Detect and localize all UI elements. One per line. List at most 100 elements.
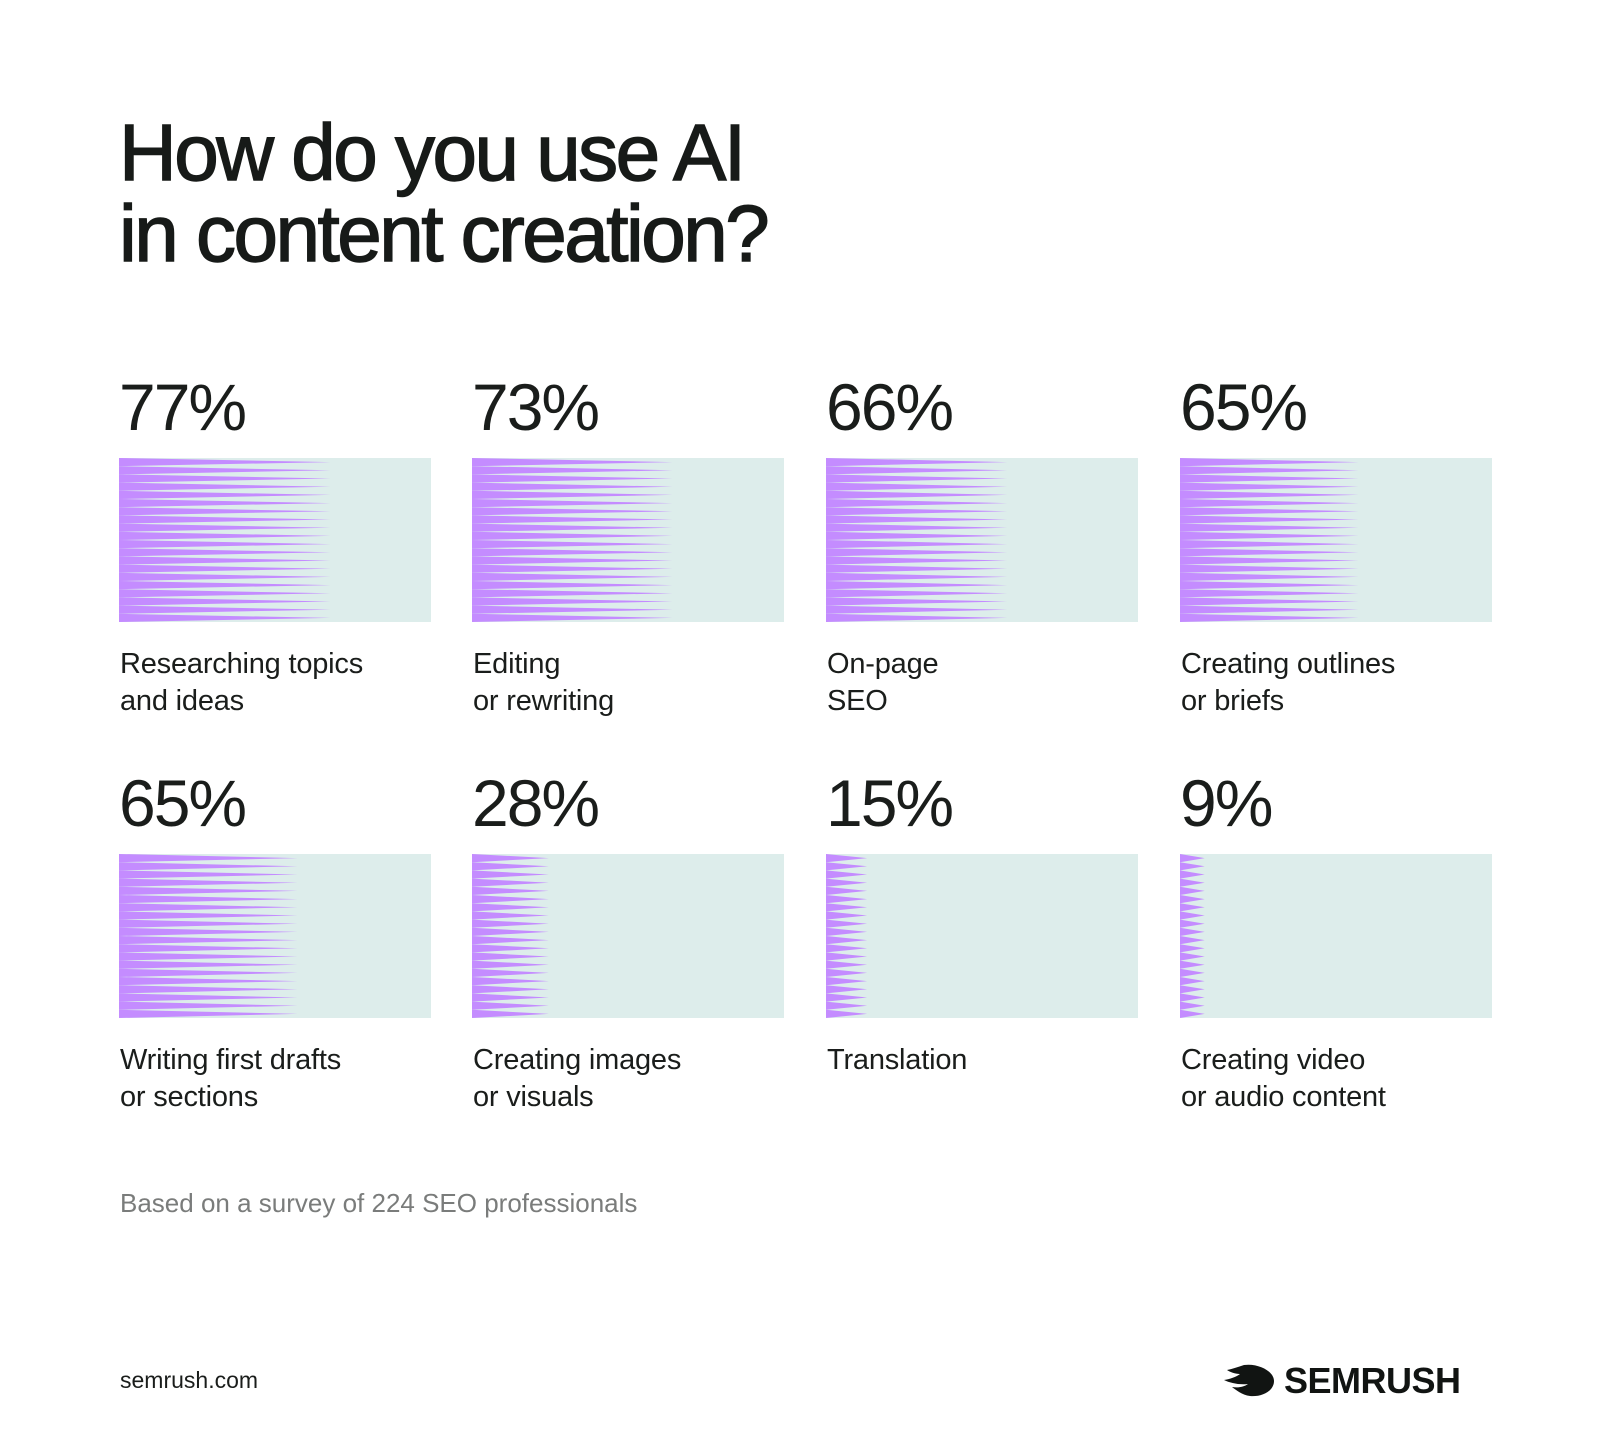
bar-fill-segment (472, 878, 549, 887)
bar-fill-segment (472, 474, 673, 483)
bar-fill-segment (119, 458, 331, 467)
bar-fill-segment (472, 581, 673, 590)
category-label-line: Creating images (473, 1044, 682, 1076)
bar-fill-segment (119, 581, 331, 590)
bar-fill-segment (826, 613, 1008, 622)
bar-track (472, 458, 784, 622)
bar-fill-segment (826, 548, 1008, 557)
bar-fill-segment (119, 540, 331, 549)
bar-fill-segment (472, 540, 673, 549)
percentage-value: 9% (1180, 766, 1273, 840)
bar-fill-segment (119, 613, 331, 622)
bar-fill-segment (472, 597, 673, 606)
semrush-logo: SEMRUSH (1222, 1361, 1492, 1401)
bar-fill-segment (119, 936, 298, 945)
bar-fill-segment (826, 466, 1008, 475)
bar-fill-segment (119, 572, 331, 581)
bar-fill-segment (472, 458, 673, 467)
bar-fill-segment (472, 482, 673, 491)
percentage-value: 15% (826, 766, 954, 840)
bar-chart-area (472, 458, 784, 622)
bar-fill-segment (826, 878, 868, 887)
bar-fill (119, 458, 331, 622)
bar-fill-segment (826, 968, 868, 977)
bar-fill-segment (826, 458, 1008, 467)
bar-fill-segment (472, 944, 549, 953)
bar-fill-segment (1180, 1009, 1205, 1018)
bar-fill-segment (119, 985, 298, 994)
bar-fill-segment (119, 564, 331, 573)
bar-fill-segment (1180, 903, 1205, 912)
bar-fill-segment (1180, 572, 1359, 581)
category-label-line: Editing (473, 648, 561, 680)
bar-fill-segment (472, 507, 673, 516)
category-label: Researching topics and ideas (120, 646, 363, 720)
bar-chart-area (826, 854, 1138, 1018)
category-label: Editing or rewriting (473, 646, 614, 720)
bar-fill-segment (1180, 605, 1359, 614)
bar-fill-segment (472, 911, 549, 920)
bar-fill-segment (1180, 507, 1359, 516)
percentage-value: 65% (119, 766, 247, 840)
bar-chart-area (826, 458, 1138, 622)
bar-fill-segment (472, 936, 549, 945)
bar-fill-segment (119, 878, 298, 887)
bar-fill-segment (826, 597, 1008, 606)
category-label-line: On-page (827, 648, 939, 680)
bar-fill-segment (826, 870, 868, 879)
bar-fill-segment (826, 952, 868, 961)
bar-fill-segment (472, 886, 549, 895)
category-label: Writing first drafts or sections (120, 1042, 341, 1116)
bar-fill (472, 458, 673, 622)
bar-fill-segment (119, 482, 331, 491)
bar-track (119, 854, 431, 1018)
bar-fill-segment (1180, 613, 1359, 622)
bar-fill-segment (119, 919, 298, 928)
bar-fill-segment (1180, 968, 1205, 977)
percentage-value: 77% (119, 370, 247, 444)
bar-fill-segment (1180, 482, 1359, 491)
bar-fill-segment (472, 968, 549, 977)
bar-track (1180, 458, 1492, 622)
bar-fill-segment (472, 903, 549, 912)
bar-fill-segment (826, 515, 1008, 524)
bar-fill-segment (472, 589, 673, 598)
bar-fill-segment (1180, 854, 1205, 863)
bar-fill-segment (826, 862, 868, 871)
category-label-line: or visuals (473, 1081, 594, 1113)
bar-chart-area (472, 854, 784, 1018)
bar-chart-area (1180, 458, 1492, 622)
percentage-value: 28% (472, 766, 600, 840)
bar-fill-segment (1180, 548, 1359, 557)
bar-fill-segment (472, 960, 549, 969)
bar-fill-segment (826, 523, 1008, 532)
category-label-line: or audio content (1181, 1081, 1386, 1113)
bar-fill-segment (472, 548, 673, 557)
bar-fill-segment (119, 499, 331, 508)
bar-fill-segment (1180, 1001, 1205, 1010)
bar-fill-segment (472, 977, 549, 986)
bar-fill-segment (826, 977, 868, 986)
chart-title-line-1: How do you use AI (118, 108, 746, 197)
chart-title-line-2: in content creation? (118, 189, 770, 278)
bar-fill-segment (826, 903, 868, 912)
site-url: semrush.com (120, 1367, 259, 1393)
bar-fill-segment (472, 985, 549, 994)
bar-fill-segment (826, 854, 868, 863)
bar-fill-segment (119, 895, 298, 904)
bar-fill-segment (472, 490, 673, 499)
category-label: Creating images or visuals (473, 1042, 681, 1116)
percentage-value: 66% (826, 370, 954, 444)
category-label-line: Creating video (1181, 1044, 1366, 1076)
bar-chart-area (119, 458, 431, 622)
bar-fill-segment (472, 1001, 549, 1010)
category-label: Creating outlines or briefs (1181, 646, 1395, 720)
bar-fill (1180, 458, 1359, 622)
bar-fill-segment (826, 589, 1008, 598)
bar-fill-segment (472, 556, 673, 565)
bar-fill-segment (1180, 886, 1205, 895)
bar-fill-segment (1180, 531, 1359, 540)
category-label-line: Translation (827, 1044, 968, 1076)
bar-fill-segment (119, 531, 331, 540)
bar-fill-segment (826, 564, 1008, 573)
